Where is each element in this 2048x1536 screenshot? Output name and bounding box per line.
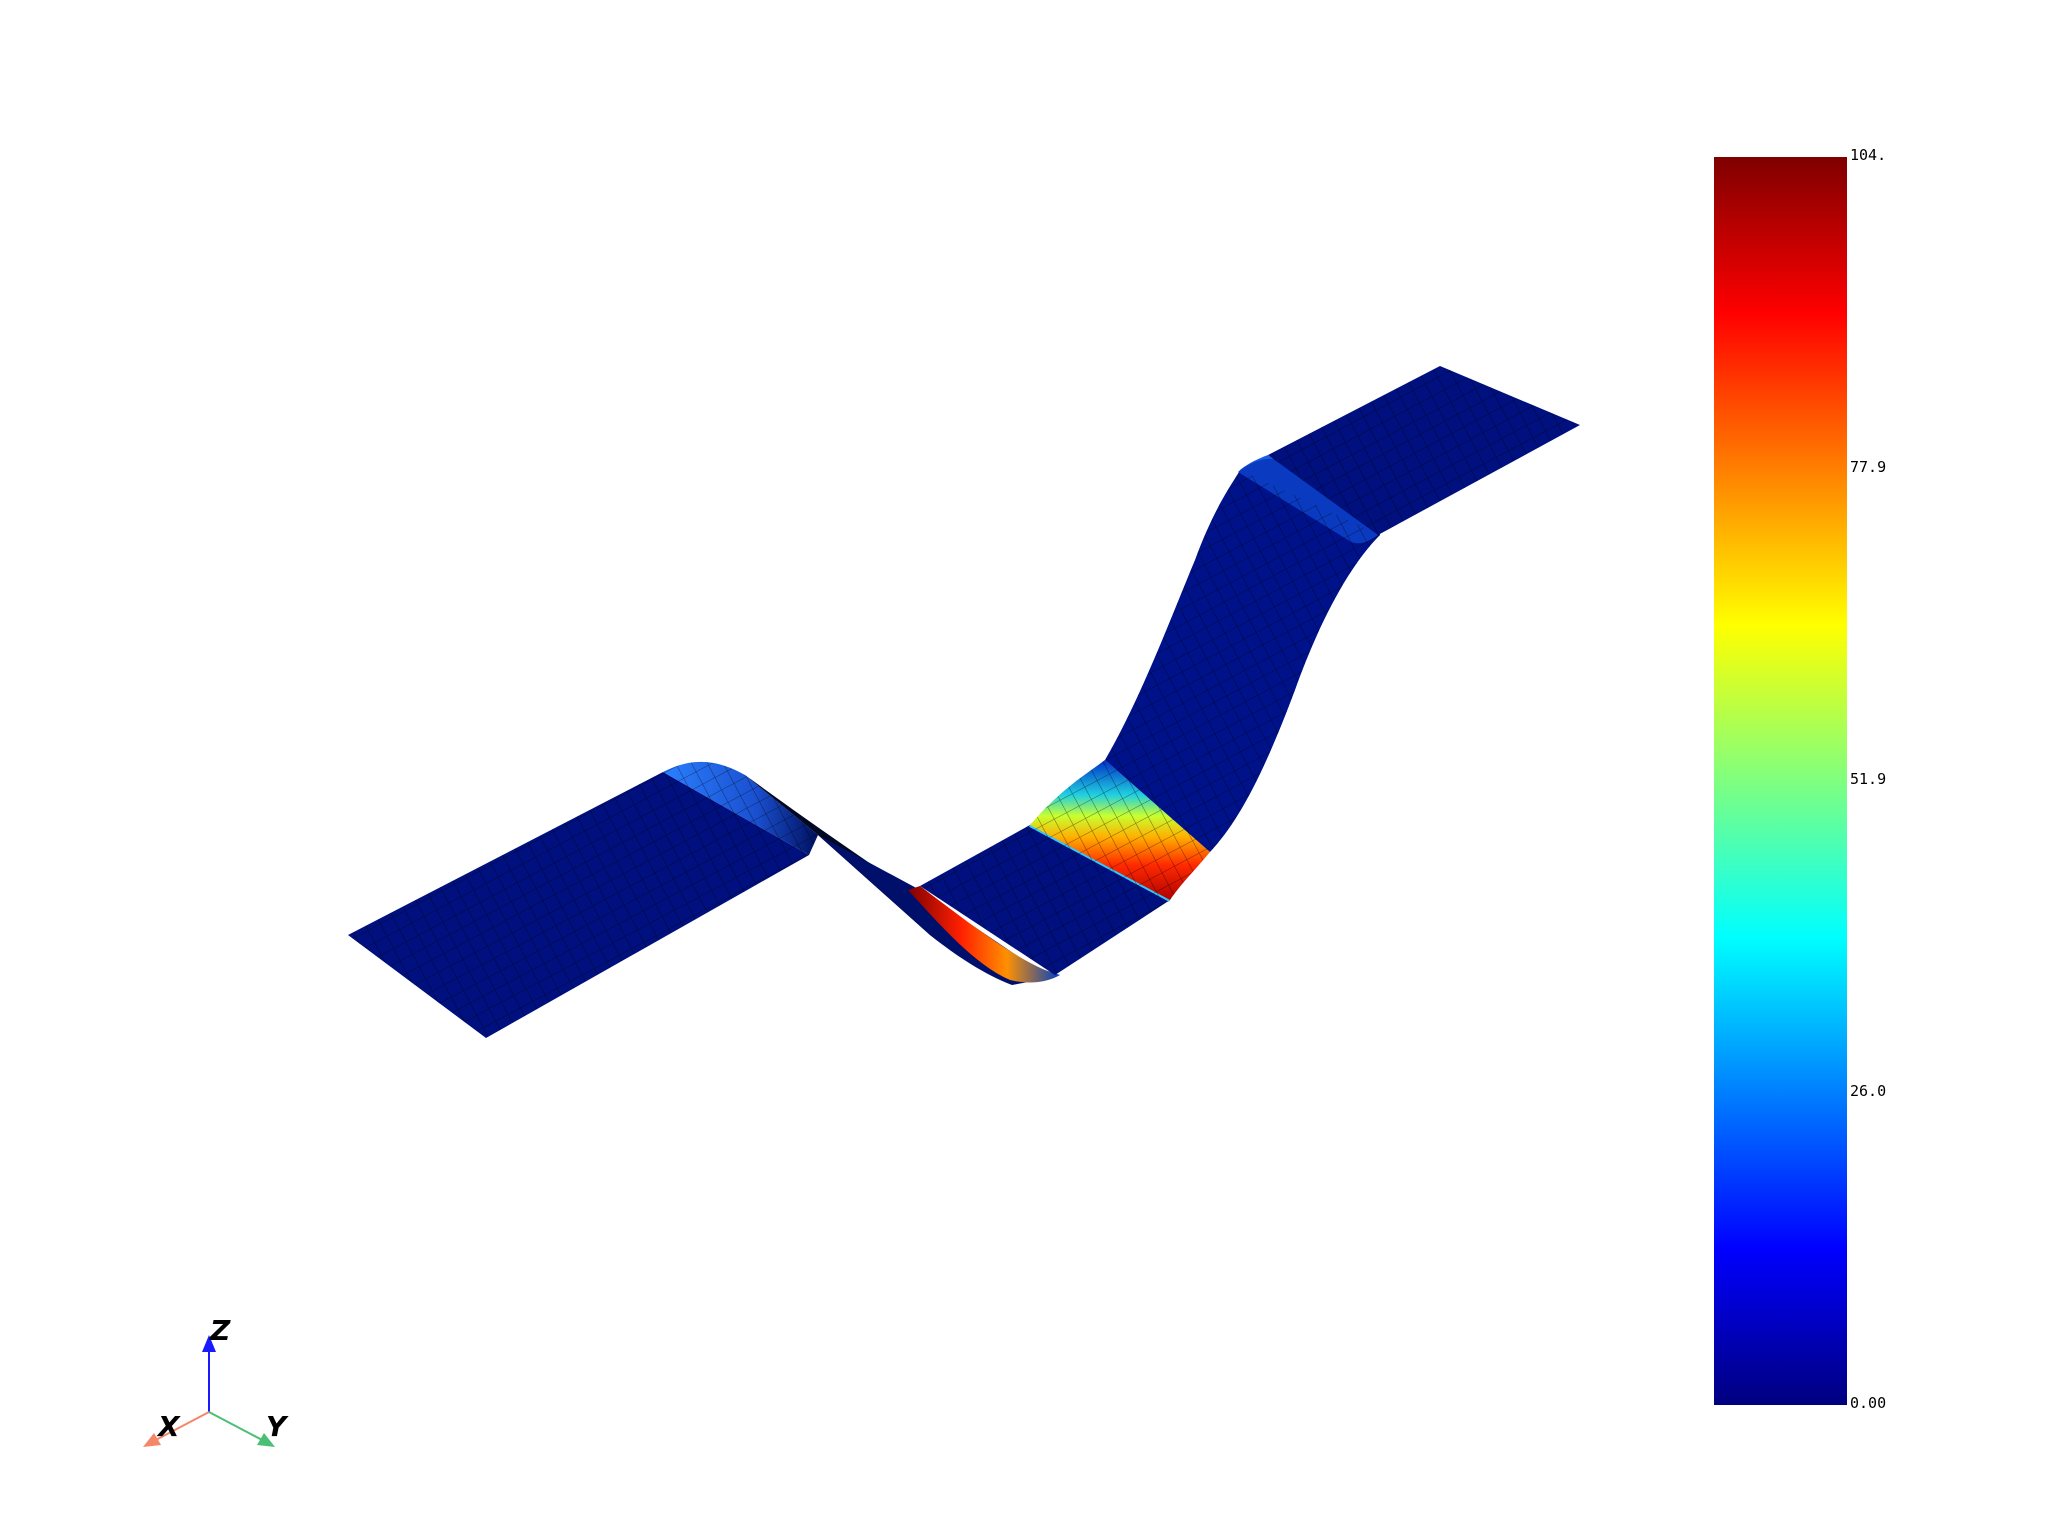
scalar-bar-label-2: 51.9 (1850, 770, 1886, 788)
scalar-bar-label-3: 77.9 (1850, 458, 1886, 476)
scalar-bar: 104. 77.9 51.9 26.0 0.00 (1714, 146, 1886, 1412)
y-axis-label: Y (266, 1410, 289, 1443)
trough-hot-band (908, 886, 1060, 983)
scalar-bar-label-max: 104. (1850, 146, 1886, 164)
x-axis-arrow-icon (143, 1433, 161, 1447)
z-axis-arrow-icon (202, 1335, 216, 1352)
mesh-grid-overlay (348, 366, 1580, 1038)
y-axis-arrow-icon (257, 1433, 275, 1447)
y-axis-line (208, 1411, 267, 1443)
orientation-axes[interactable]: Z X Y (143, 1314, 289, 1447)
scalar-bar-label-min: 0.00 (1850, 1394, 1886, 1412)
z-axis-label: Z (209, 1314, 231, 1347)
mesh-surface[interactable] (348, 366, 1580, 1038)
x-axis-label: X (156, 1410, 181, 1443)
scalar-bar-label-1: 26.0 (1850, 1082, 1886, 1100)
scalar-bar-gradient (1714, 157, 1847, 1405)
x-axis-line (151, 1411, 210, 1443)
